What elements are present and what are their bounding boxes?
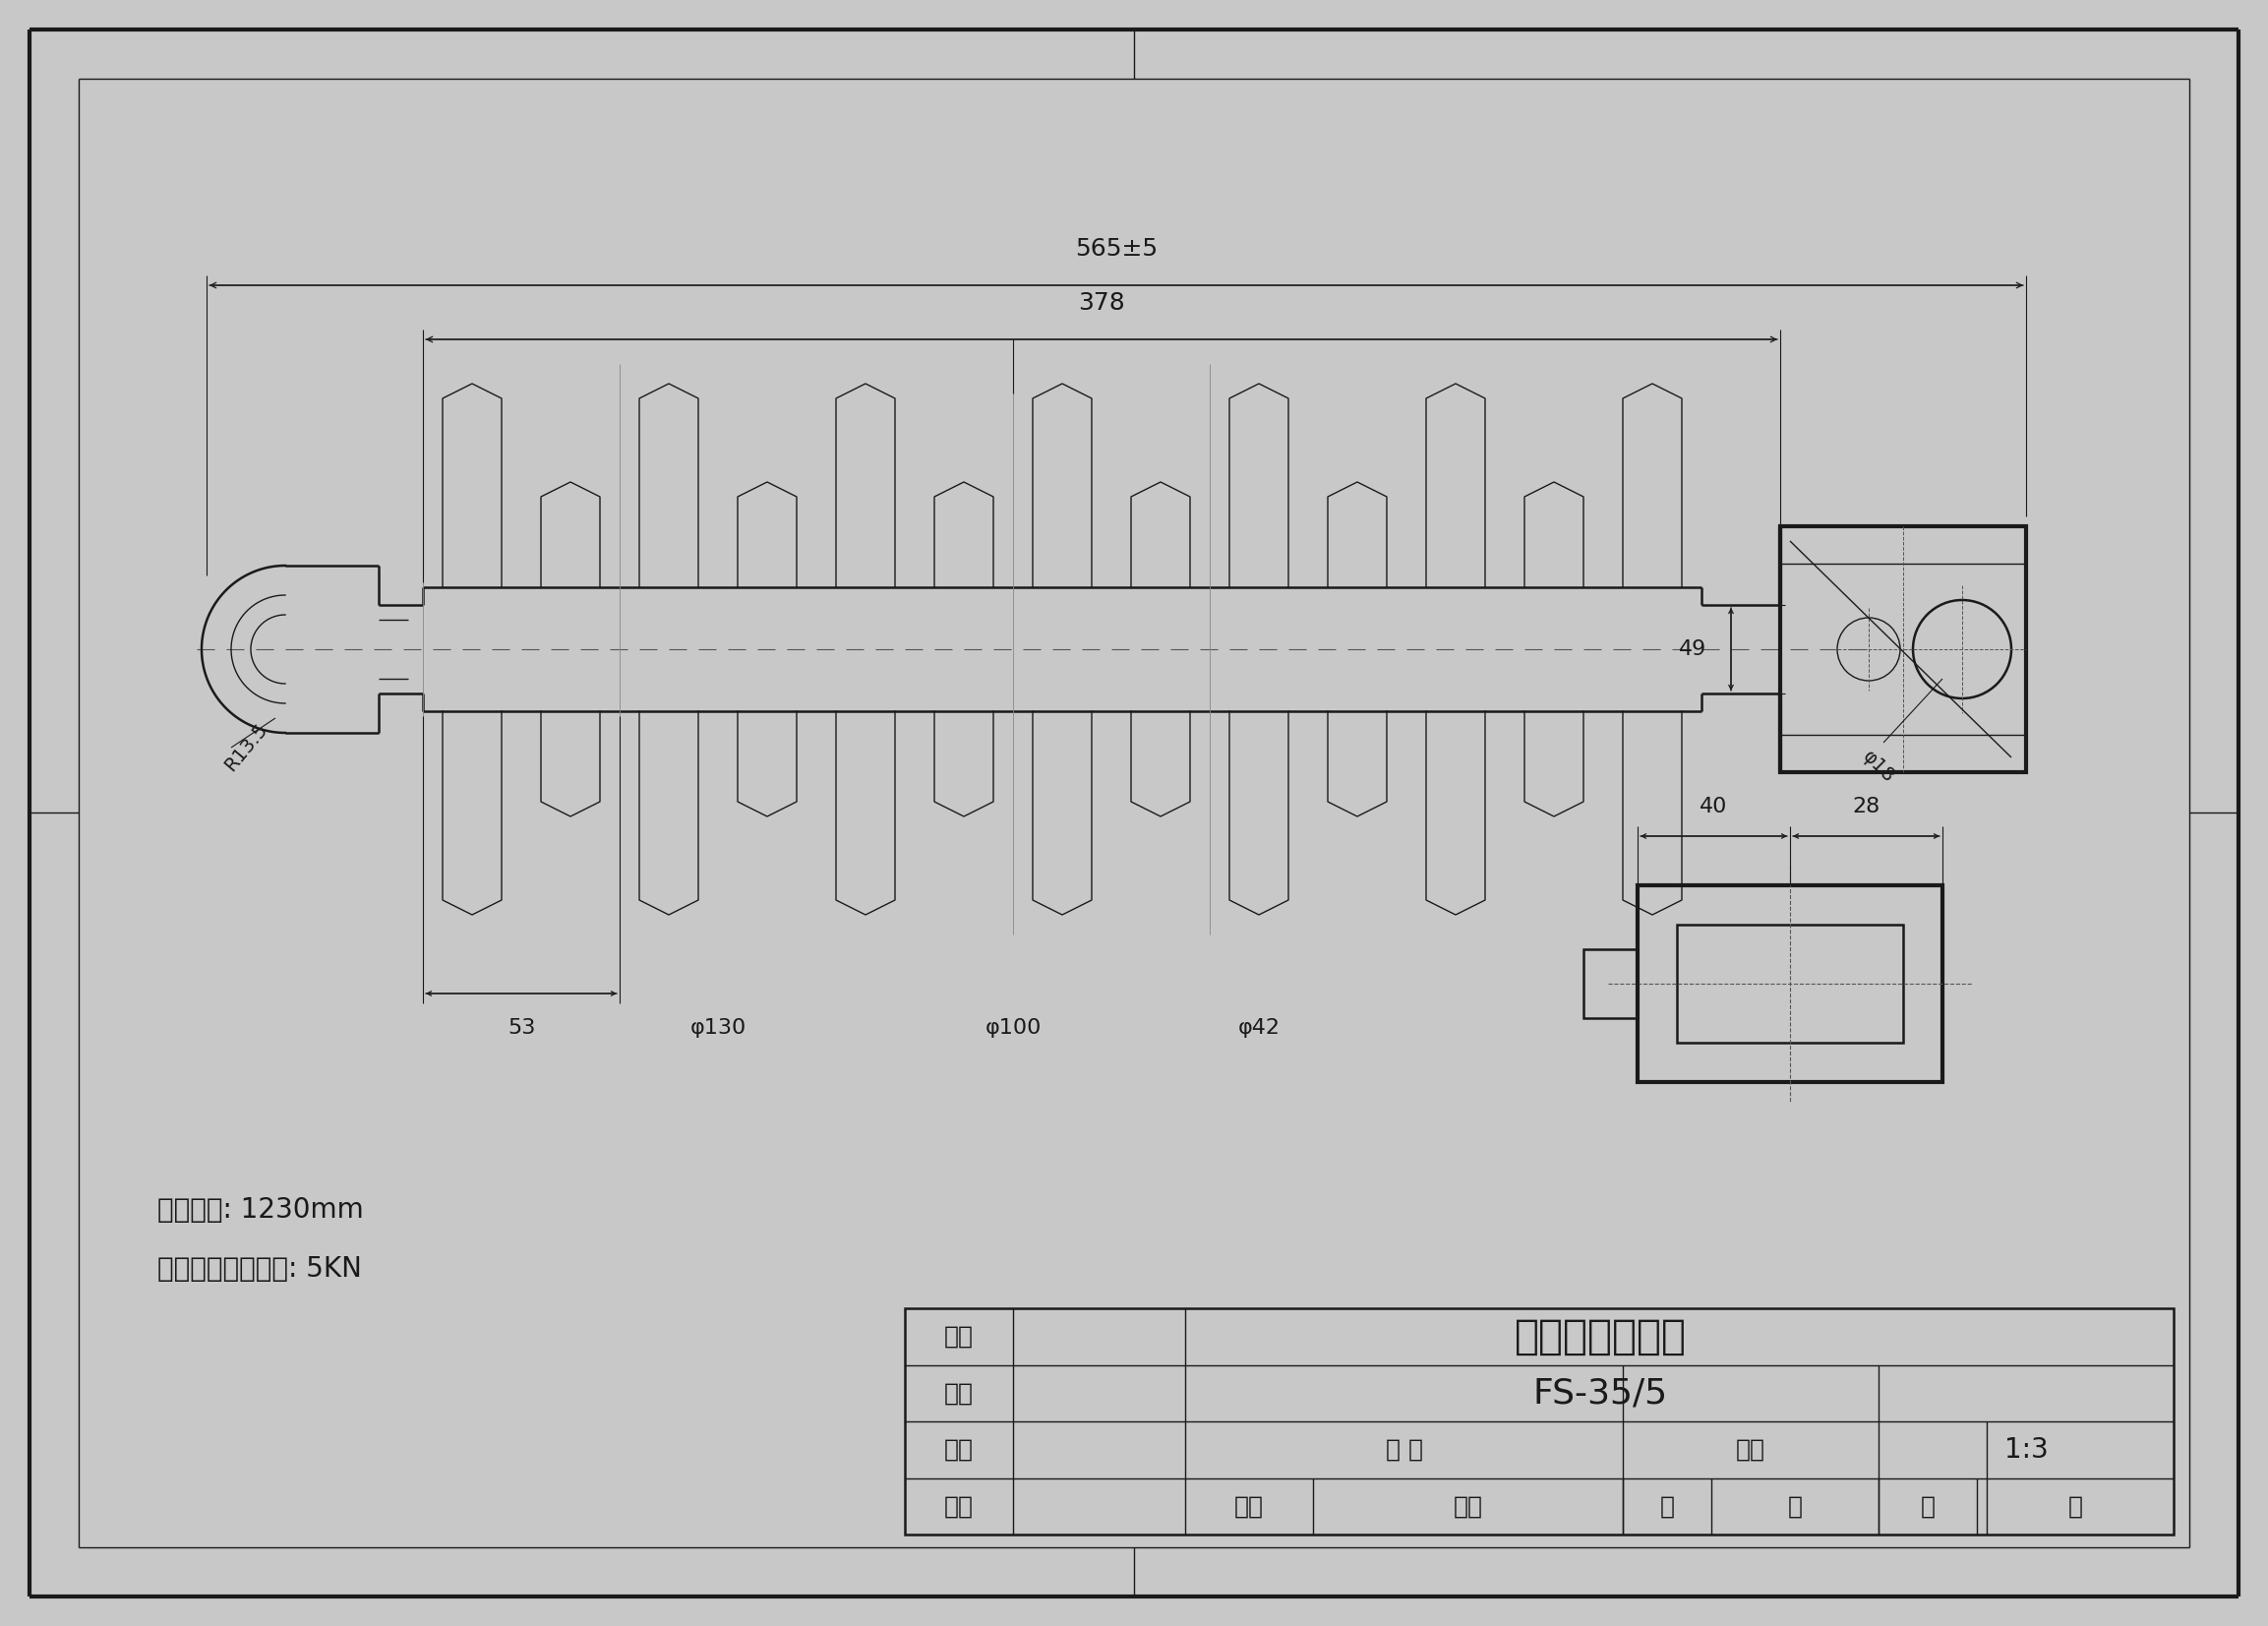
Text: φ100: φ100 [984,1018,1041,1037]
Text: 40: 40 [1699,797,1728,816]
Text: 共: 共 [1660,1494,1674,1519]
Text: 565±5: 565±5 [1075,237,1157,260]
Text: 批准: 批准 [943,1494,973,1519]
Text: 页: 页 [2068,1494,2082,1519]
Bar [1780,527,2025,772]
Text: 28: 28 [1853,797,1880,816]
Text: 比例: 比例 [1735,1437,1765,1462]
Text: 53: 53 [508,1018,535,1037]
Text: R13.5: R13.5 [220,720,272,776]
Text: φ18: φ18 [1860,748,1898,787]
Text: 378: 378 [1077,291,1125,315]
Text: 第: 第 [1921,1494,1935,1519]
Text: φ42: φ42 [1238,1018,1279,1037]
Text: FS-35/5: FS-35/5 [1533,1376,1667,1410]
Bar [1583,950,1637,1018]
Text: 页: 页 [1787,1494,1803,1519]
Text: 制图: 制图 [943,1382,973,1405]
Text: φ130: φ130 [689,1018,746,1037]
Bar [1637,885,1941,1081]
Text: 爬电距离: 1230mm: 爬电距离: 1230mm [156,1197,363,1224]
Bar [905,1309,2173,1535]
Text: 额定机械弯曲负荷: 5KN: 额定机械弯曲负荷: 5KN [156,1255,363,1283]
Text: 审核: 审核 [943,1437,973,1462]
Text: 数量: 数量 [1234,1494,1263,1519]
Text: 材 料: 材 料 [1386,1437,1422,1462]
Text: 1:3: 1:3 [2005,1436,2048,1463]
Text: 复合横担绵缘子: 复合横担绵缘子 [1515,1315,1687,1358]
Text: 重量: 重量 [1454,1494,1483,1519]
Text: 49: 49 [1678,639,1706,659]
Bar [1676,925,1903,1042]
Text: 设计: 设计 [943,1325,973,1348]
